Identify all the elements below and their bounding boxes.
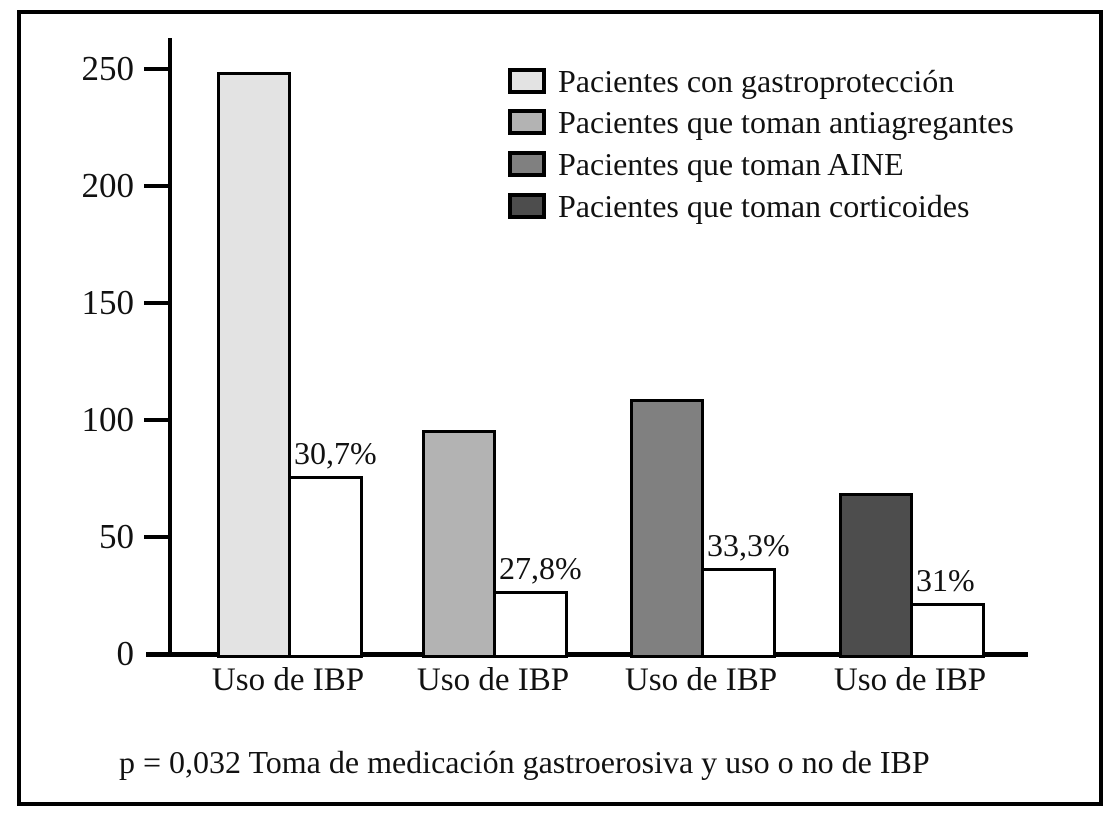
ibp-bar — [493, 591, 568, 658]
legend-swatch — [508, 109, 546, 135]
total-bar — [422, 430, 496, 658]
legend-label: Pacientes con gastroprotección — [558, 63, 955, 99]
y-tick — [144, 184, 172, 188]
legend-label: Pacientes que toman corticoides — [558, 188, 970, 224]
y-tick — [144, 418, 172, 422]
legend-item: Pacientes que toman corticoides — [508, 189, 969, 223]
x-category-label: Uso de IBP — [833, 662, 987, 698]
ibp-bar — [288, 476, 363, 658]
legend-item: Pacientes que toman antiagregantes — [508, 105, 1014, 139]
figure-frame: p = 0,032 Toma de medicación gastroerosi… — [17, 10, 1103, 806]
y-tick-label: 50 — [99, 517, 134, 556]
y-tick — [144, 535, 172, 539]
pct-label: 33,3% — [707, 527, 790, 563]
ibp-bar — [701, 568, 776, 658]
y-tick — [144, 67, 172, 71]
pct-label: 31% — [916, 562, 975, 598]
x-category-label: Uso de IBP — [416, 662, 570, 698]
legend-item: Pacientes que toman AINE — [508, 147, 904, 181]
legend-swatch — [508, 151, 546, 177]
y-tick-label: 200 — [81, 166, 135, 205]
ibp-bar — [910, 603, 985, 658]
pct-label: 27,8% — [499, 550, 582, 586]
chart-caption: p = 0,032 Toma de medicación gastroerosi… — [119, 744, 930, 780]
legend-item: Pacientes con gastroprotección — [508, 64, 954, 98]
total-bar — [217, 72, 291, 658]
y-tick — [144, 301, 172, 305]
legend-label: Pacientes que toman antiagregantes — [558, 104, 1014, 140]
pct-label: 30,7% — [294, 435, 377, 471]
y-tick-label: 0 — [116, 634, 135, 673]
legend-swatch — [508, 193, 546, 219]
y-axis — [168, 38, 172, 656]
total-bar — [630, 399, 704, 658]
y-tick-label: 150 — [81, 283, 135, 322]
y-tick-label: 250 — [81, 49, 135, 88]
x-category-label: Uso de IBP — [624, 662, 778, 698]
legend-swatch — [508, 68, 546, 94]
x-category-label: Uso de IBP — [211, 662, 365, 698]
y-tick-label: 100 — [81, 400, 135, 439]
legend-label: Pacientes que toman AINE — [558, 146, 904, 182]
x-axis — [146, 652, 1028, 657]
total-bar — [839, 493, 913, 658]
